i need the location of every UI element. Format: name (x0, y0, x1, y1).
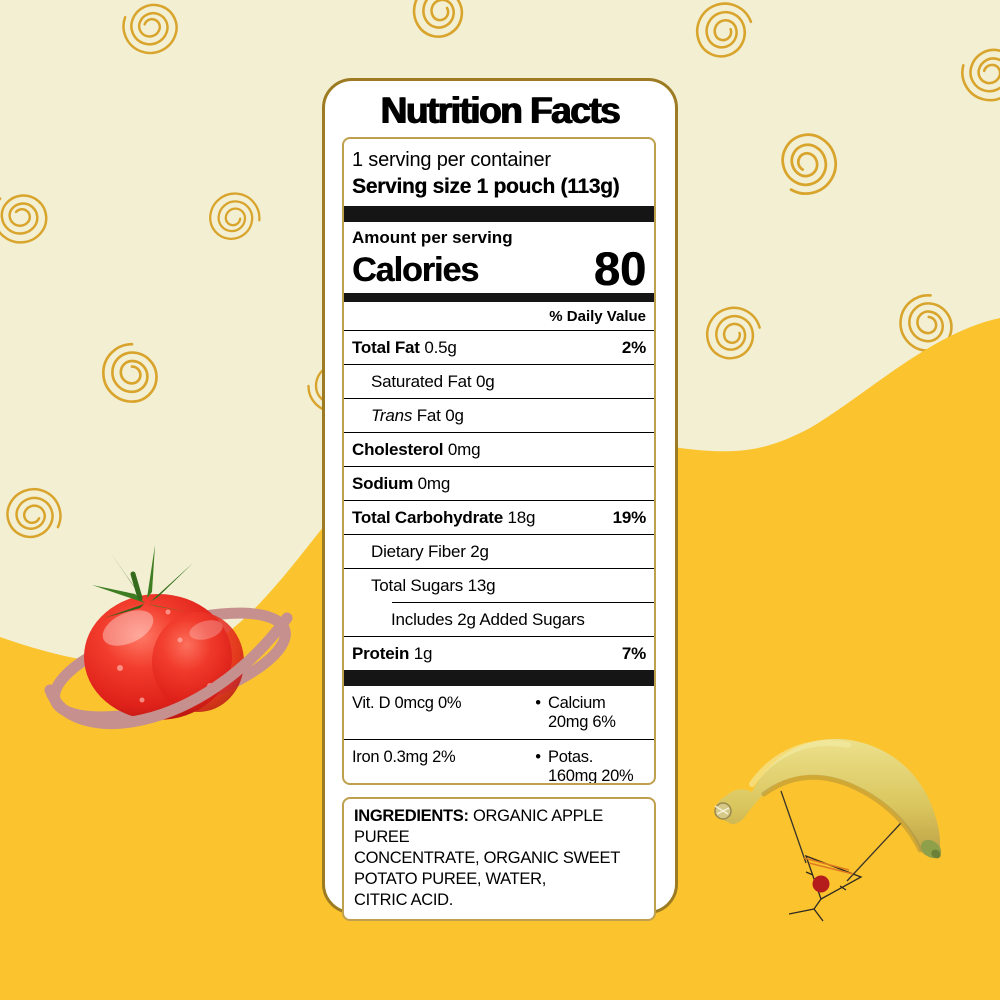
nutrient-row-total-carbohydrate: Total Carbohydrate 18g 19% (352, 508, 647, 528)
tomato-highlight (102, 610, 154, 646)
separator (344, 568, 654, 570)
sketch-red-dot (812, 875, 830, 893)
tomato-ring-illustration (44, 545, 293, 730)
mineral-row-1: Vit. D 0mcg 0% • Calcium 20mg 6% (352, 694, 616, 732)
ingredients-label: INGREDIENTS: (354, 807, 469, 825)
nutrient-row-trans-fat: Trans Fat 0g (371, 406, 464, 426)
daily-value: 7% (621, 644, 646, 664)
parachute-strings (780, 790, 902, 882)
banana-body (716, 738, 941, 857)
nutrition-facts-panel: 1 serving per container Serving size 1 p… (342, 137, 656, 785)
nutrient-row-dietary-fiber: Dietary Fiber 2g (371, 542, 489, 562)
daily-value-header: % Daily Value (549, 308, 646, 326)
thick-divider-bar (344, 670, 654, 687)
separator (344, 432, 654, 434)
separator (344, 500, 654, 502)
nutrient-row-total-fat: Total Fat 0.5g 2% (352, 338, 646, 358)
tomato-stem (130, 571, 143, 601)
calories-label: Calories (352, 251, 479, 290)
separator (344, 398, 654, 400)
nutrition-facts-title: Nutrition Facts (380, 90, 621, 131)
serving-size: Serving size 1 pouch (113g) (352, 175, 620, 198)
banana-stem-fibers (714, 805, 730, 815)
banana-green-tip-end (931, 849, 941, 859)
tomato-highlight-2 (189, 620, 223, 640)
amount-per-serving: Amount per serving (352, 228, 513, 247)
calories-value: 80 (593, 242, 646, 295)
ingredients-box: INGREDIENTS: ORGANIC APPLE PUREE CONCENT… (342, 797, 656, 921)
nutrition-label-card: Nutrition Facts 1 serving per container … (322, 78, 678, 921)
banana-bottom-shadow (761, 774, 923, 853)
nutrient-row-total-sugars: Total Sugars 13g (371, 576, 496, 596)
separator-indented (392, 602, 654, 604)
separator (344, 739, 654, 741)
mineral-row-2: Iron 0.3mg 2% • Potas. 160mg 20% (352, 748, 634, 785)
nutrient-row-cholesterol: Cholesterol 0mg (352, 440, 481, 460)
separator (344, 364, 654, 366)
banana-parachute-illustration (714, 738, 942, 922)
separator (344, 330, 654, 332)
daily-value: 2% (621, 338, 646, 358)
ring-front (44, 612, 293, 730)
separator (344, 534, 654, 536)
separator (344, 636, 654, 638)
tomato-sepals (92, 545, 193, 618)
medium-divider-bar (344, 293, 654, 303)
bullet: • (535, 748, 541, 767)
servings-per-container: 1 serving per container (352, 149, 551, 171)
nutrient-row-saturated-fat: Saturated Fat 0g (371, 372, 495, 392)
banana-top-highlight (749, 740, 851, 787)
separator (344, 466, 654, 468)
bullet: • (535, 694, 541, 713)
nutrient-row-protein: Protein 1g 7% (352, 644, 646, 664)
calories-row: Calories 80 (344, 242, 654, 295)
nutrient-row-sodium: Sodium 0mg (352, 474, 451, 494)
thick-divider-bar (344, 206, 654, 222)
nutrient-row-added-sugars: Includes 2g Added Sugars (391, 610, 585, 630)
sketch-orange-lines (803, 857, 854, 875)
daily-value: 19% (612, 508, 647, 528)
